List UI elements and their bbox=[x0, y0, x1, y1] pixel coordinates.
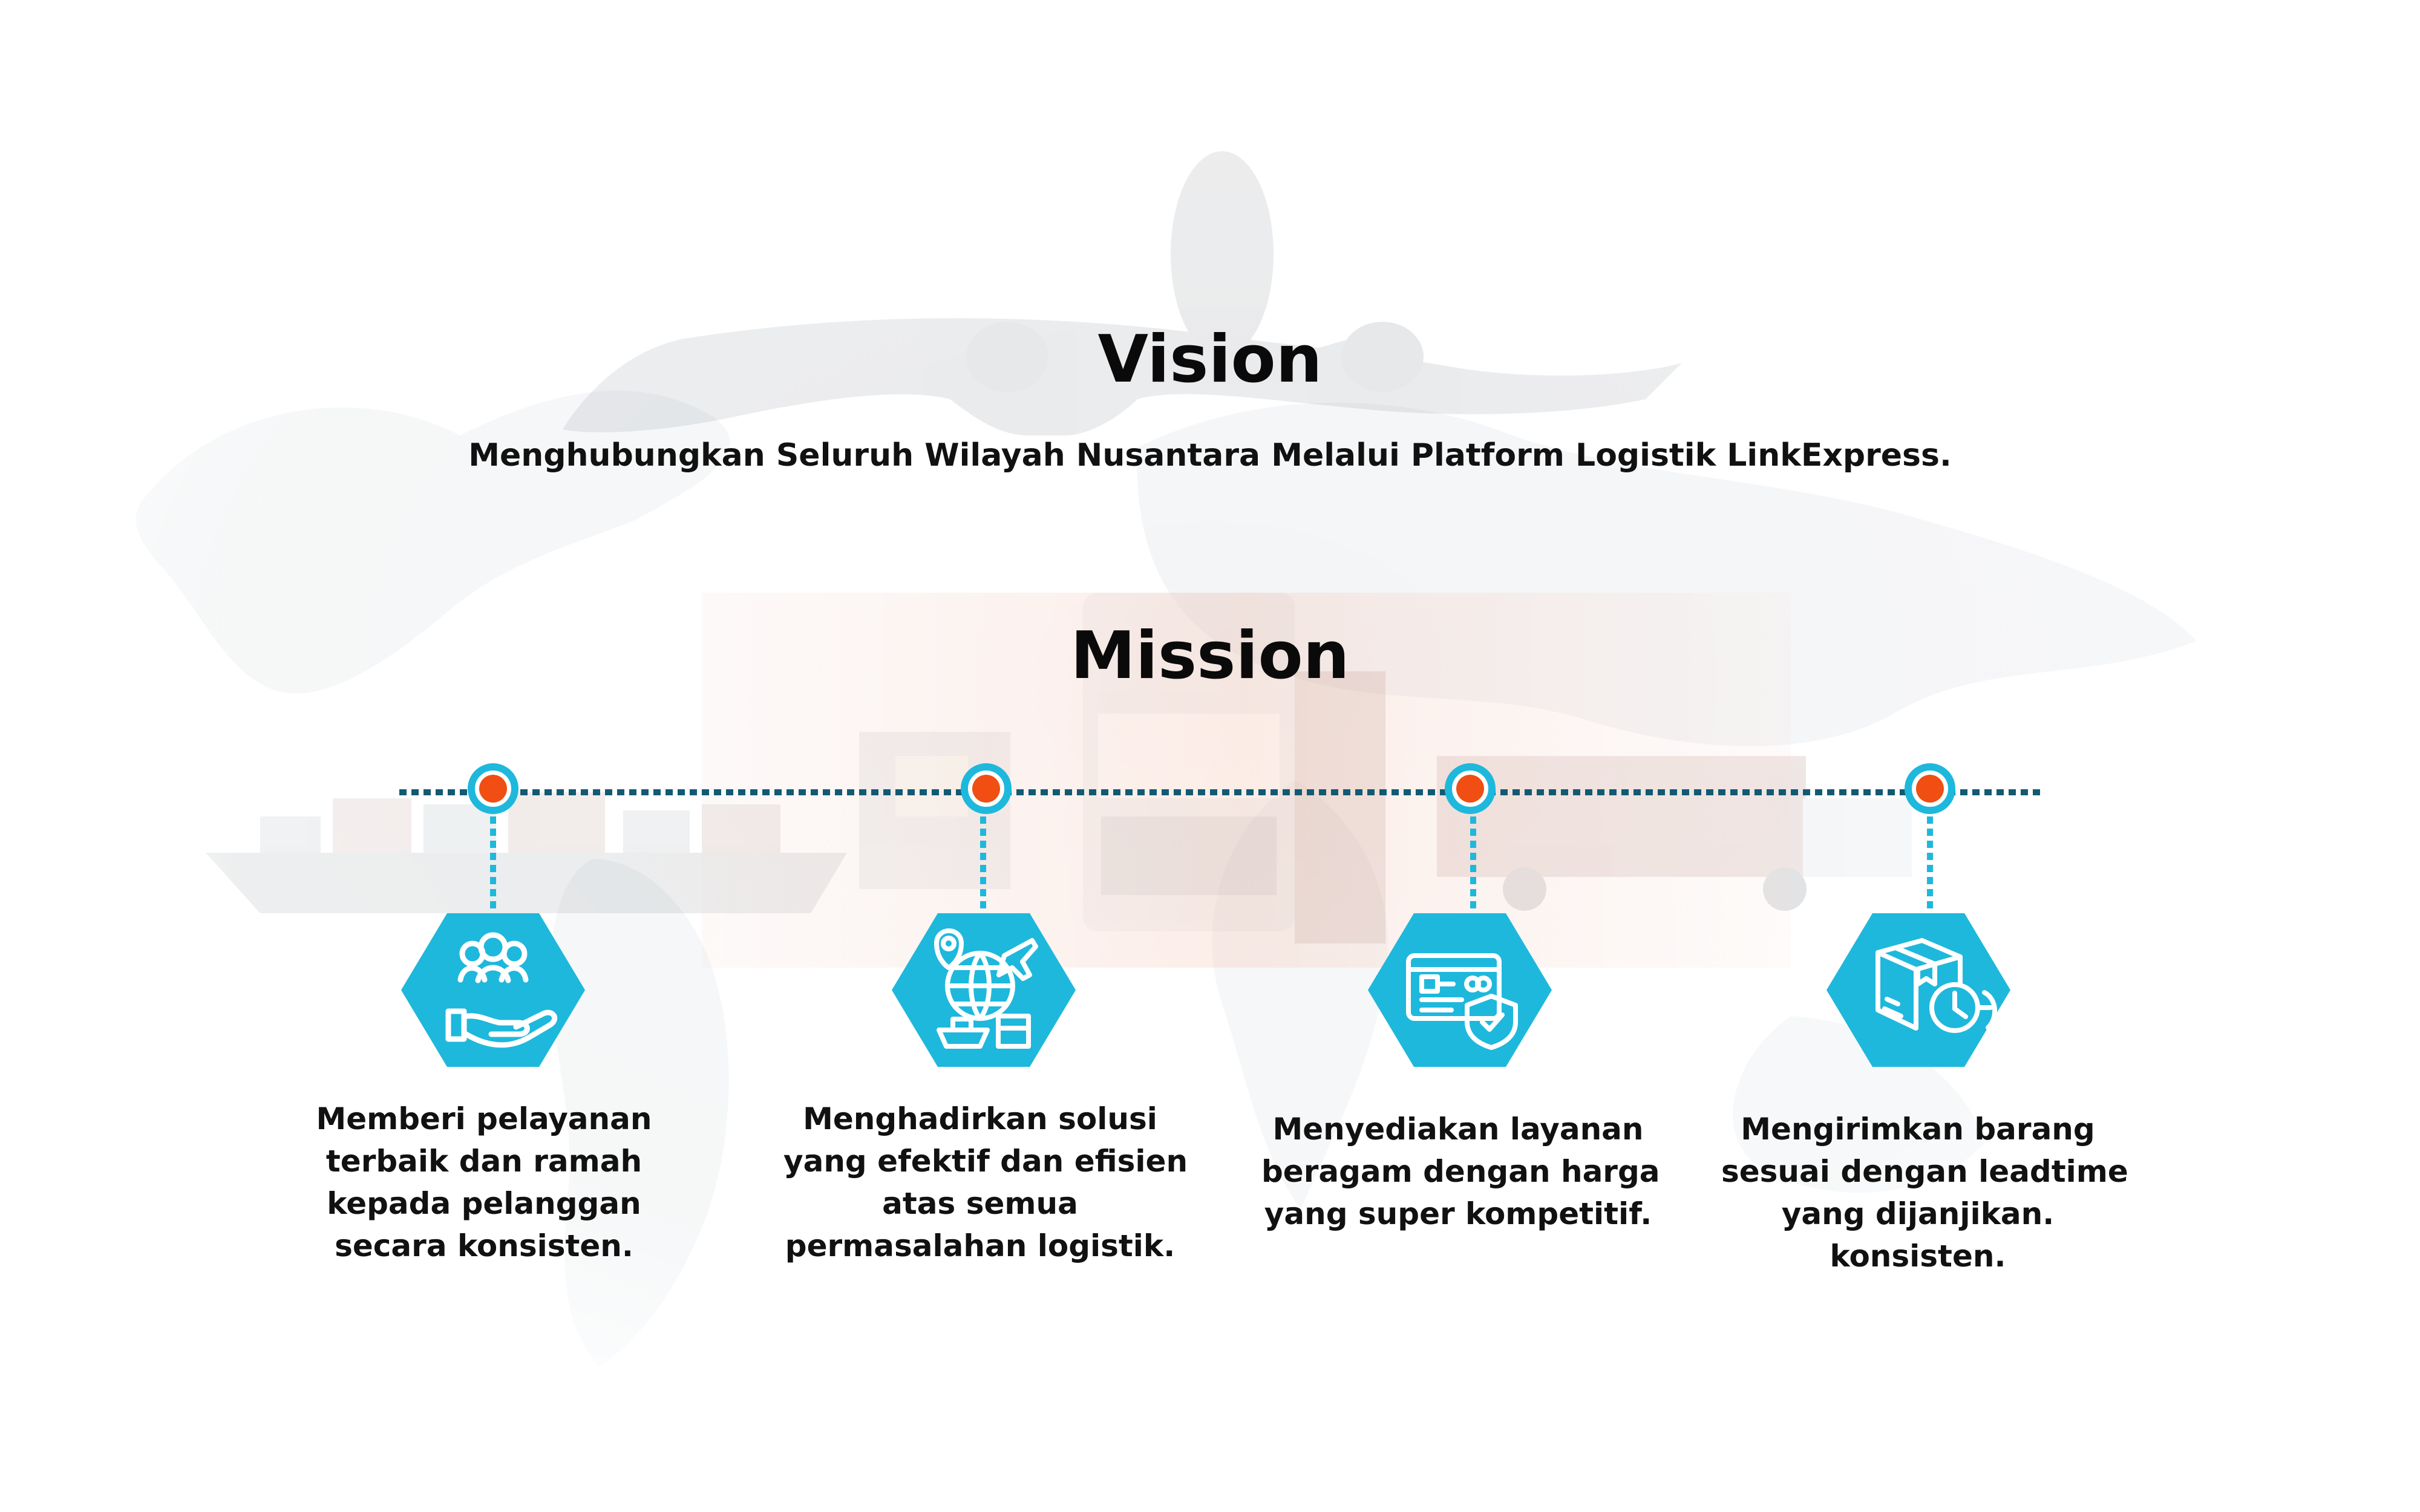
mission-text-line: konsisten. bbox=[1830, 1239, 2006, 1274]
mission-text-line: beragam dengan harga bbox=[1261, 1154, 1660, 1189]
mission-text-line: yang efektif dan efisien bbox=[783, 1144, 1188, 1179]
mission-step-1 bbox=[401, 763, 585, 1067]
mission-item-4-text: Mengirimkan barang sesuai dengan leadtim… bbox=[1721, 1108, 2128, 1277]
hexagon-background bbox=[1368, 913, 1552, 1067]
mission-text-line: yang dijanjikan. bbox=[1781, 1196, 2055, 1231]
mission-item-1-text: Memberi pelayanan terbaik dan ramah kepa… bbox=[287, 1098, 681, 1267]
mission-text-line: Menghadirkan solusi bbox=[803, 1101, 1157, 1136]
mission-item-2-text: Menghadirkan solusi yang efektif dan efi… bbox=[783, 1098, 1188, 1267]
timeline-marker-dot bbox=[1456, 775, 1484, 803]
mission-text-line: atas semua bbox=[882, 1186, 1078, 1221]
box-clock-icon bbox=[1876, 938, 1998, 1033]
mission-title: Mission bbox=[1070, 618, 1350, 694]
mission-text-line: kepada pelanggan bbox=[327, 1186, 641, 1221]
mission-step-3 bbox=[1368, 763, 1552, 1067]
timeline-marker-dot bbox=[972, 775, 1000, 803]
mission-step-4 bbox=[1826, 763, 2010, 1067]
mission-text-line: Mengirimkan barang bbox=[1741, 1112, 2095, 1147]
hand-people-icon bbox=[445, 932, 558, 1048]
mission-text-line: yang super kompetitif. bbox=[1264, 1196, 1652, 1231]
mission-text-line: Menyediakan layanan bbox=[1272, 1112, 1644, 1147]
vision-statement: Menghubungkan Seluruh Wilayah Nusantara … bbox=[468, 437, 1952, 474]
payment-card-shield-icon bbox=[1406, 953, 1518, 1050]
timeline-marker-dot bbox=[479, 775, 507, 803]
timeline-marker-dot bbox=[1916, 775, 1944, 803]
mission-text-line: Memberi pelayanan bbox=[316, 1101, 652, 1136]
mission-step-2 bbox=[892, 763, 1076, 1067]
mission-text-line: secara konsisten. bbox=[335, 1228, 633, 1263]
vision-title: Vision bbox=[1097, 322, 1323, 397]
mission-text-line: sesuai dengan leadtime bbox=[1721, 1154, 2128, 1189]
global-logistics-icon bbox=[934, 928, 1038, 1049]
mission-text-line: terbaik dan ramah bbox=[325, 1144, 643, 1179]
mission-item-3-text: Menyediakan layanan beragam dengan harga… bbox=[1261, 1108, 1660, 1235]
mission-text-line: permasalahan logistik. bbox=[785, 1228, 1176, 1263]
